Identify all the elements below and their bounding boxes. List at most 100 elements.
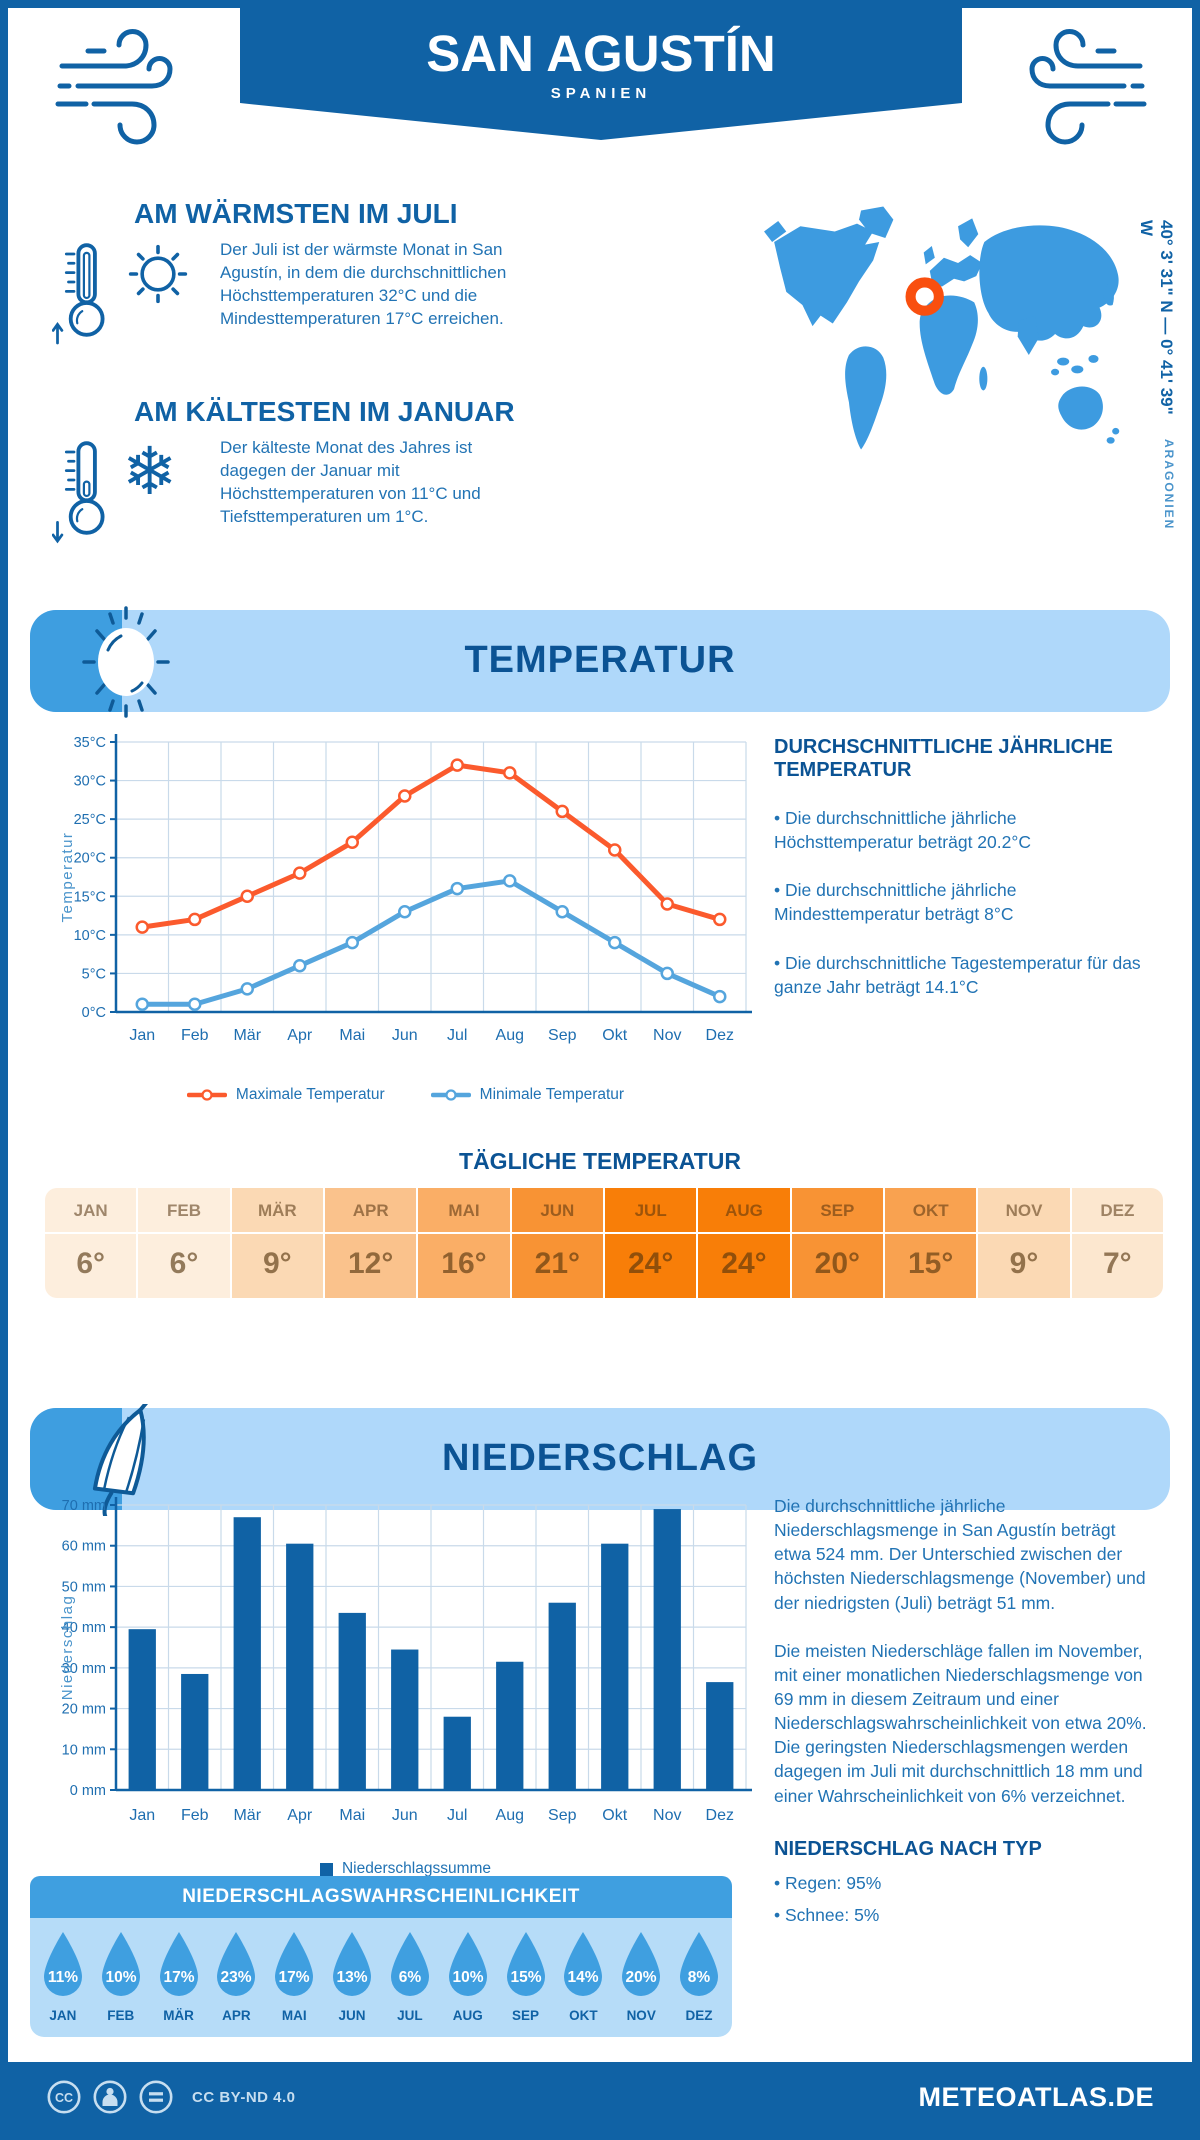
raindrop-icon: 10%	[448, 1932, 487, 1996]
svg-text:11%: 11%	[48, 1969, 78, 1986]
precipitation-section-banner: NIEDERSCHLAG	[30, 1404, 1170, 1516]
svg-text:Nov: Nov	[653, 1807, 681, 1824]
raindrop-icon: 17%	[275, 1932, 314, 1996]
svg-text:Sep: Sep	[548, 1807, 577, 1824]
precipitation-text-block: Die durchschnittliche jährliche Niedersc…	[774, 1494, 1156, 1935]
precipitation-bar	[233, 1517, 261, 1790]
svg-text:70 mm: 70 mm	[62, 1498, 106, 1514]
daily-month-cell: MAI	[418, 1188, 510, 1234]
raindrop-icon: 15%	[506, 1932, 545, 1996]
drop-month-label: JUN	[338, 2008, 366, 2023]
svg-text:Dez: Dez	[706, 1807, 734, 1824]
raindrop-icon: 13%	[333, 1932, 372, 1996]
drop-month-label: JUL	[397, 2008, 423, 2023]
warmest-title: AM WÄRMSTEN IM JULI	[134, 198, 458, 229]
svg-text:23%: 23%	[221, 1969, 252, 1986]
precipitation-bar	[548, 1602, 576, 1790]
svg-text:Jan: Jan	[129, 1027, 155, 1044]
svg-text:10%: 10%	[452, 1969, 483, 1986]
precipitation-chart-legend: Niederschlagssumme	[58, 1860, 753, 1878]
probability-drop: 17% MÄR	[150, 1930, 208, 2023]
probability-drops-row: 11% JAN 10% FEB 17% MÄR 23% APR 17% MAI …	[30, 1918, 732, 2037]
svg-text:50 mm: 50 mm	[62, 1579, 106, 1595]
drop-month-label: MAI	[281, 2008, 307, 2023]
svg-text:Jul: Jul	[447, 1027, 467, 1044]
drop-month-label: DEZ	[685, 2008, 713, 2023]
probability-drop: 6% JUL	[381, 1930, 439, 2023]
daily-value-cell: 9°	[231, 1234, 323, 1298]
precipitation-bar	[443, 1716, 471, 1790]
svg-text:0 mm: 0 mm	[70, 1783, 106, 1799]
thermometer-up-icon	[52, 243, 105, 345]
svg-text:17%: 17%	[163, 1969, 194, 1986]
daily-value-cell: 24°	[605, 1234, 697, 1298]
page-subtitle: SPANIEN	[550, 85, 652, 102]
probability-drop: 10% AUG	[439, 1930, 497, 2023]
annual-temperature-block: DURCHSCHNITTLICHE JÄHRLICHE TEMPERATUR •…	[774, 736, 1156, 999]
svg-text:Apr: Apr	[287, 1027, 313, 1044]
svg-text:Sep: Sep	[548, 1027, 577, 1044]
daily-month-cell: JUL	[605, 1188, 697, 1234]
drop-month-label: OKT	[569, 2008, 598, 2023]
location-coordinates-block: 40° 3' 31" N — 0° 41' 39" W ARAGONIEN	[1136, 220, 1176, 530]
svg-text:Feb: Feb	[181, 1027, 209, 1044]
svg-text:Mär: Mär	[233, 1807, 261, 1824]
location-coordinates: 40° 3' 31" N — 0° 41' 39" W	[1137, 220, 1176, 415]
raindrop-icon: 14%	[564, 1932, 603, 1996]
raindrop-icon: 6%	[390, 1932, 429, 1996]
daily-value-cell: 24°	[698, 1234, 790, 1298]
svg-text:20 mm: 20 mm	[62, 1702, 106, 1718]
probability-drop: 8% DEZ	[670, 1930, 728, 2023]
svg-text:5°C: 5°C	[82, 966, 106, 982]
daily-value-cell: 6°	[138, 1234, 230, 1298]
warmest-section: AM WÄRMSTEN IM JULI Der Juli ist der wär…	[52, 198, 632, 388]
svg-text:14%: 14%	[568, 1969, 599, 1986]
header-banner: SAN AGUSTÍN SPANIEN	[240, 8, 962, 140]
raindrop-icon: 20%	[622, 1932, 661, 1996]
probability-drop: 23% APR	[207, 1930, 265, 2023]
umbrella-banner-icon	[92, 1404, 149, 1516]
probability-drop: 10% FEB	[92, 1930, 150, 2023]
daily-month-cell: MÄR	[231, 1188, 323, 1234]
svg-text:Apr: Apr	[287, 1807, 313, 1824]
site-name: METEOATLAS.DE	[918, 2081, 1154, 2112]
temperature-chart: 0°C 5°C 10°C 15°C 20°C 25°C 30°C 35°C Jan Feb Mär A…	[59, 734, 752, 1044]
annual-temperature-bullet: • Die durchschnittliche jährliche Mindes…	[774, 880, 1017, 925]
probability-drop: 14% OKT	[554, 1930, 612, 2023]
temperature-chart-legend: Maximale Temperatur Minimale Temperatur	[58, 1086, 753, 1104]
precipitation-bar	[706, 1682, 734, 1790]
drop-month-label: JAN	[49, 2008, 77, 2023]
temperature-section-title: TEMPERATUR	[464, 639, 736, 681]
daily-temperature-table: JAN FEB MÄR APR MAI JUN JUL AUG SEP OKT NOV DEZ 6° 6°…	[45, 1188, 1163, 1298]
annual-temperature-title: DURCHSCHNITTLICHE JÄHRLICHE TEMPERATUR	[774, 736, 1113, 781]
daily-value-cell: 16°	[418, 1234, 510, 1298]
svg-text:40 mm: 40 mm	[62, 1620, 106, 1636]
page-title: SAN AGUSTÍN	[426, 25, 776, 82]
svg-text:Jul: Jul	[447, 1807, 467, 1824]
daily-month-cell: AUG	[698, 1188, 790, 1234]
probability-title: NIEDERSCHLAGSWAHRSCHEINLICHKEIT	[30, 1876, 732, 1918]
temperature-section-banner: TEMPERATUR	[30, 606, 1170, 718]
license-block: CC CC BY-ND 4.0	[46, 2079, 296, 2115]
daily-month-cell: FEB	[138, 1188, 230, 1234]
precipitation-type-bullet: • Regen: 95%	[774, 1872, 882, 1893]
svg-text:20%: 20%	[626, 1969, 657, 1986]
raindrop-icon: 11%	[43, 1932, 82, 1996]
legend-item: Minimale Temperatur	[430, 1086, 624, 1104]
sun-icon	[128, 244, 188, 304]
daily-temperature-title: TÄGLICHE TEMPERATUR	[459, 1148, 741, 1174]
raindrop-icon: 10%	[101, 1932, 140, 1996]
daily-month-cell: JAN	[45, 1188, 137, 1234]
precipitation-bar	[496, 1661, 524, 1790]
drop-month-label: SEP	[512, 2008, 540, 2023]
svg-text:Temperatur: Temperatur	[59, 832, 76, 923]
drop-month-label: NOV	[626, 2008, 656, 2023]
precipitation-bar	[338, 1612, 366, 1790]
daily-month-cell: SEP	[791, 1188, 883, 1234]
svg-text:Dez: Dez	[706, 1027, 734, 1044]
precipitation-bar	[128, 1629, 156, 1790]
precipitation-section-title: NIEDERSCHLAG	[441, 1437, 759, 1479]
footer: CC CC BY-ND 4.0 METEOATLAS.DE	[8, 2062, 1192, 2132]
svg-text:6%: 6%	[399, 1969, 422, 1986]
